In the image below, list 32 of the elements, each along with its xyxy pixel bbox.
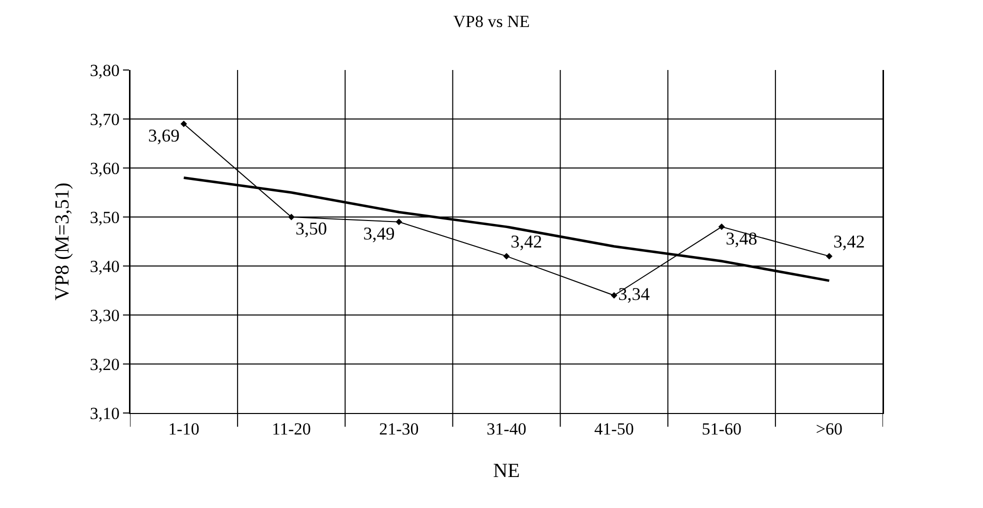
point bbox=[180, 120, 188, 128]
data-label: 3,49 bbox=[363, 224, 395, 244]
x-tick-label: >60 bbox=[816, 419, 843, 438]
x-tick-label: 41-50 bbox=[594, 419, 634, 438]
point bbox=[503, 252, 510, 260]
x-tick-label: 11-20 bbox=[272, 419, 311, 438]
y-tick-label: 3,50 bbox=[90, 208, 120, 227]
point bbox=[396, 218, 402, 226]
point bbox=[288, 214, 295, 220]
x-tick-label: 31-40 bbox=[486, 419, 526, 438]
y-tick-label: 3,20 bbox=[90, 354, 120, 374]
data-label: 3,69 bbox=[148, 126, 180, 146]
y-tick-label: 3,80 bbox=[90, 60, 120, 80]
x-tick-label: 1-10 bbox=[168, 419, 200, 438]
chart-title: VP8 vs NE bbox=[453, 12, 530, 32]
data-label: 3,50 bbox=[295, 218, 327, 239]
data-label: 3,34 bbox=[618, 284, 650, 304]
x-tick-label: 21-30 bbox=[379, 419, 419, 438]
y-tick-label: 3,30 bbox=[90, 306, 120, 325]
data-label: 3,48 bbox=[726, 228, 758, 248]
x-axis-title: NE bbox=[493, 460, 520, 482]
data-label: 3,42 bbox=[510, 232, 542, 252]
point bbox=[610, 292, 618, 299]
y-tick-label: 3,40 bbox=[90, 256, 120, 276]
y-tick-label: 3,10 bbox=[90, 404, 120, 423]
y-tick-label: 3,60 bbox=[90, 158, 120, 178]
point bbox=[718, 224, 725, 230]
y-tick-label: 3,70 bbox=[90, 110, 120, 129]
data-label: 3,42 bbox=[833, 232, 865, 252]
x-tick-label: 51-60 bbox=[702, 419, 742, 438]
y-axis-title: VP8 (M=3,51) bbox=[51, 182, 74, 300]
point bbox=[826, 252, 832, 260]
